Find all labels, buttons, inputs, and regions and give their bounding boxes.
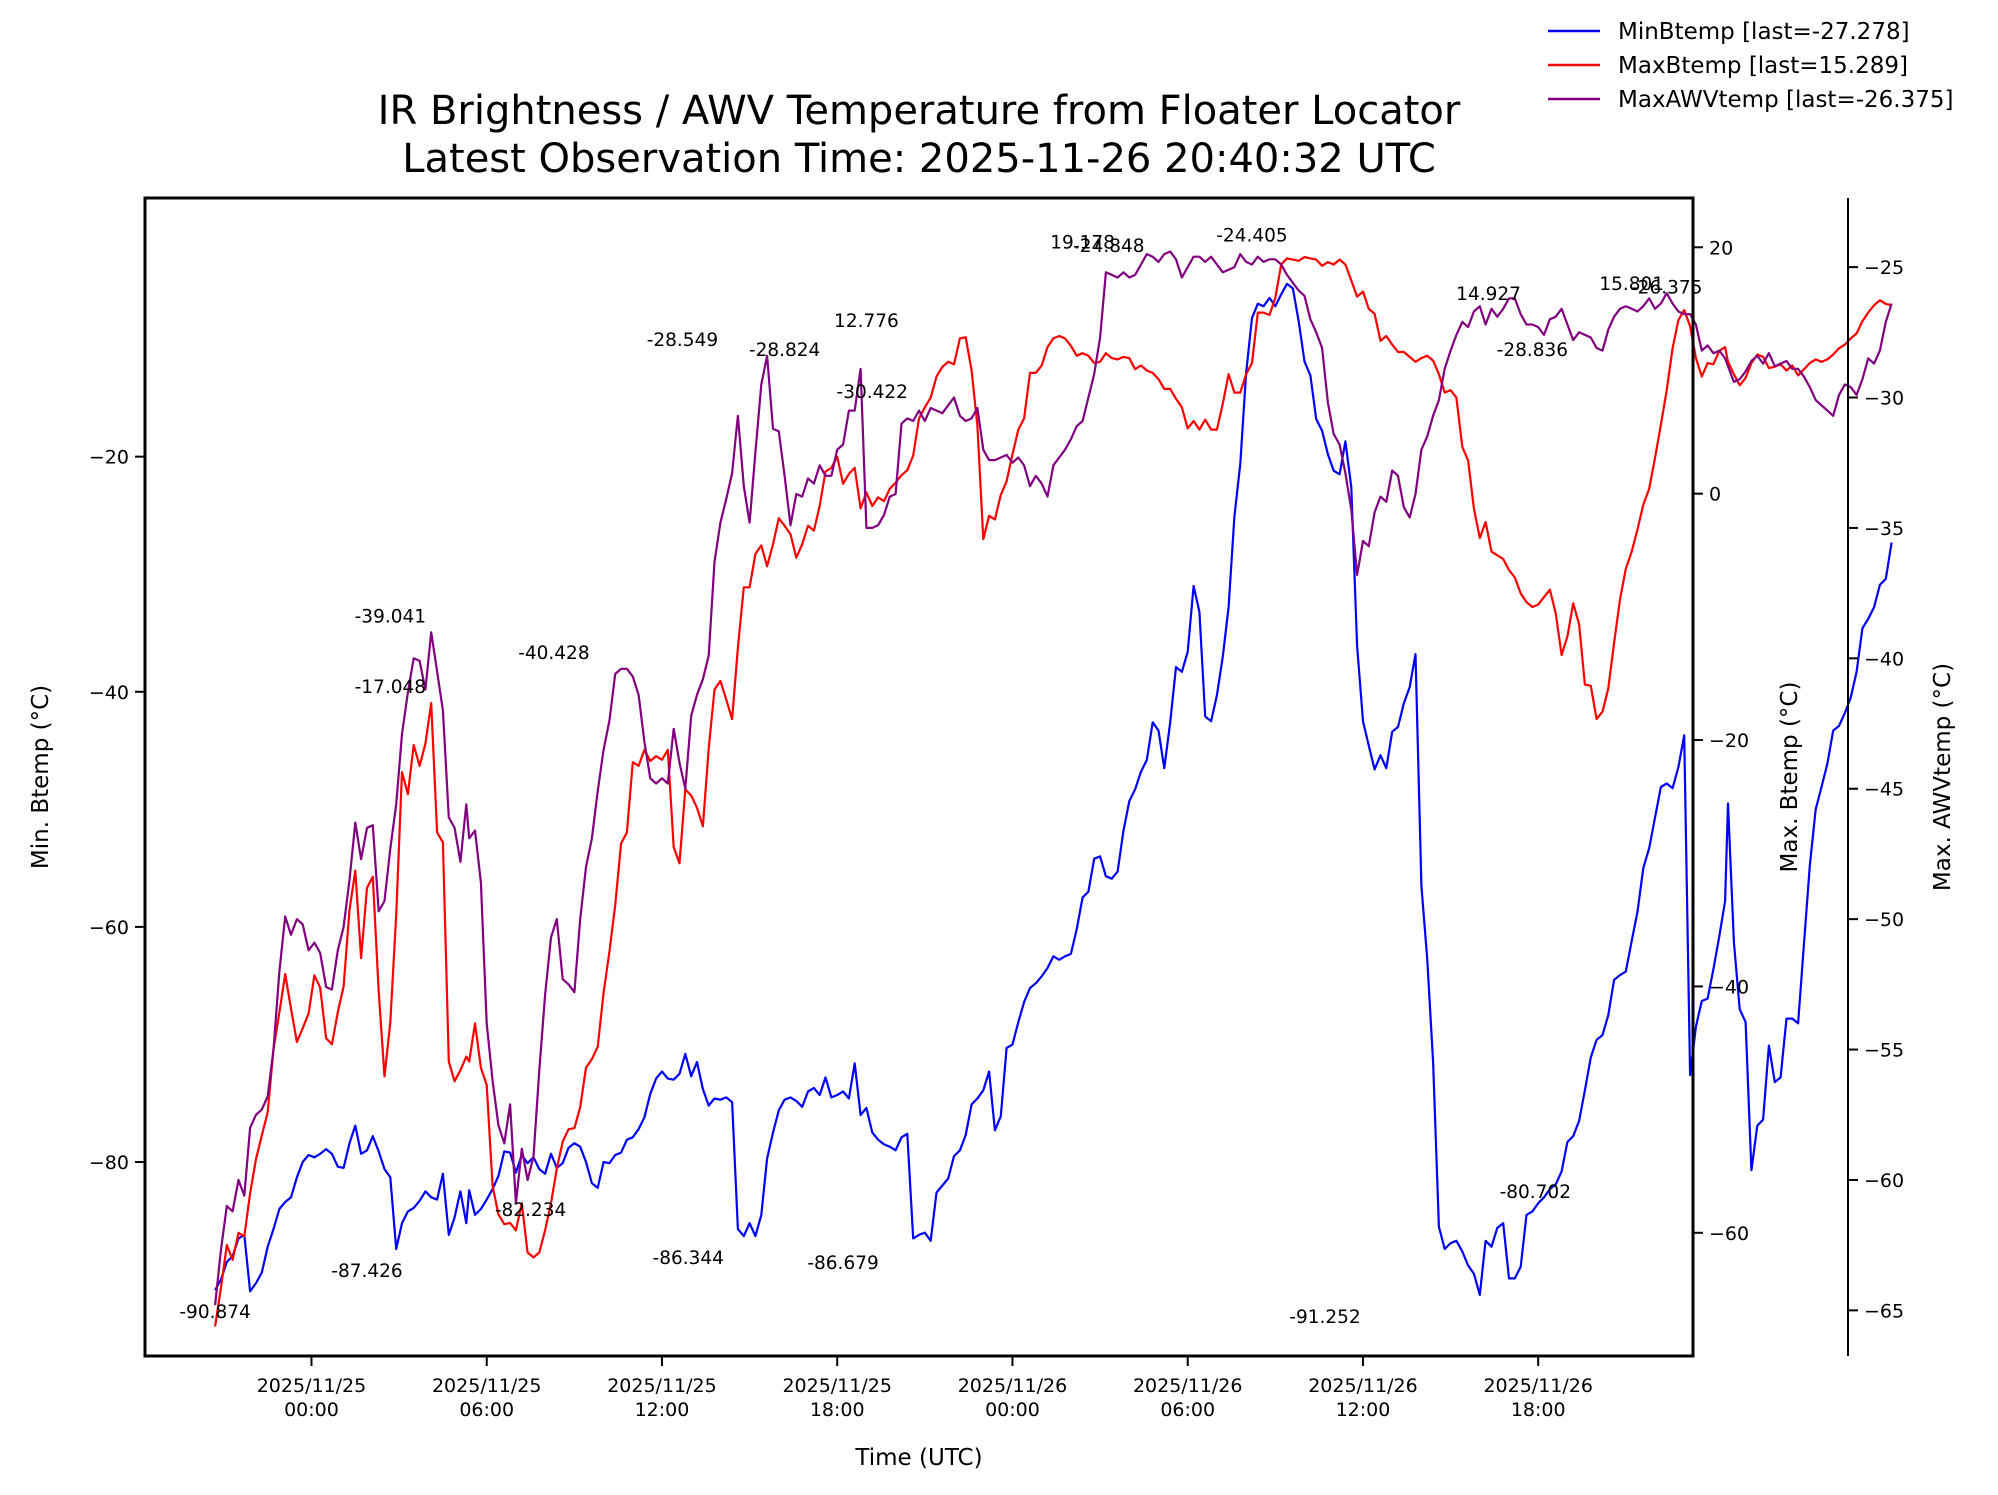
y-tick-label-right2: −45 <box>1864 779 1904 801</box>
x-tick-label-date: 2025/11/26 <box>958 1375 1068 1397</box>
data-label-minbtemp: -82.234 <box>495 1200 566 1221</box>
data-label-minbtemp: -91.252 <box>1289 1307 1360 1328</box>
x-axis-label: Time (UTC) <box>854 1445 982 1471</box>
y-tick-label-right2: −35 <box>1864 518 1904 540</box>
data-label-maxawvtemp: -30.422 <box>837 382 908 403</box>
data-label-maxbtemp: 12.776 <box>834 311 899 332</box>
y-tick-label-right1: 0 <box>1709 484 1721 506</box>
chart-title: IR Brightness / AWV Temperature from Flo… <box>378 88 1461 134</box>
x-tick-label-date: 2025/11/25 <box>257 1375 367 1397</box>
x-tick-label-date: 2025/11/25 <box>432 1375 542 1397</box>
y-tick-label-right2: −25 <box>1864 257 1904 279</box>
y-axis-label-right1: Max. Btemp (°C) <box>1777 682 1803 873</box>
chart-title-group: IR Brightness / AWV Temperature from Flo… <box>378 88 1461 182</box>
x-tick-label-time: 12:00 <box>1336 1399 1391 1421</box>
x-tick-label-date: 2025/11/25 <box>782 1375 892 1397</box>
data-label-maxawvtemp: -40.428 <box>518 643 589 664</box>
data-label-maxbtemp: -17.048 <box>355 677 426 698</box>
y-tick-label-left: −80 <box>89 1152 129 1174</box>
y-tick-label-right2: −65 <box>1864 1300 1904 1322</box>
x-tick-label-date: 2025/11/26 <box>1483 1375 1593 1397</box>
data-label-maxawvtemp: -24.848 <box>1073 236 1144 257</box>
y-tick-label-right2: −40 <box>1864 648 1904 670</box>
data-label-maxawvtemp: -24.405 <box>1216 225 1287 246</box>
data-label-minbtemp: -90.874 <box>179 1302 250 1323</box>
series-line-maxawvtemp <box>214 250 1893 1306</box>
y-tick-label-right2: −60 <box>1864 1170 1904 1192</box>
x-tick-label-date: 2025/11/25 <box>607 1375 717 1397</box>
series-lines <box>214 250 1893 1327</box>
x-axis: 2025/11/2500:002025/11/2506:002025/11/25… <box>257 1356 1593 1421</box>
x-tick-label-time: 18:00 <box>1511 1399 1566 1421</box>
x-tick-label-date: 2025/11/26 <box>1133 1375 1243 1397</box>
y-tick-label-right2: −50 <box>1864 909 1904 931</box>
y-tick-label-right1: −20 <box>1709 730 1749 752</box>
legend-label-maxbtemp: MaxBtemp [last=15.289] <box>1618 53 1908 79</box>
data-label-maxbtemp: 14.927 <box>1456 284 1521 305</box>
y-axis-label-left: Min. Btemp (°C) <box>28 685 54 869</box>
x-tick-label-time: 06:00 <box>459 1399 514 1421</box>
x-tick-label-time: 00:00 <box>284 1399 339 1421</box>
legend: MinBtemp [last=-27.278] MaxBtemp [last=15… <box>1548 19 1953 113</box>
plot-frame <box>143 196 1695 1358</box>
y-tick-label-right1: −60 <box>1709 1223 1749 1245</box>
y-axis-label-right2: Max. AWVtemp (°C) <box>1930 663 1956 891</box>
legend-label-maxawvtemp: MaxAWVtemp [last=-26.375] <box>1618 87 1953 113</box>
data-label-maxawvtemp: -39.041 <box>355 606 426 627</box>
y-tick-label-left: −60 <box>89 917 129 939</box>
x-tick-label-time: 06:00 <box>1160 1399 1215 1421</box>
y-tick-label-left: −20 <box>89 447 129 469</box>
data-label-maxawvtemp: -26.375 <box>1631 278 1702 299</box>
data-label-minbtemp: -87.426 <box>331 1261 402 1282</box>
data-label-maxbtemp: 15.801 <box>1599 274 1664 295</box>
data-label-maxawvtemp: -28.836 <box>1497 340 1568 361</box>
chart-subtitle: Latest Observation Time: 2025-11-26 20:4… <box>402 136 1436 182</box>
data-label-minbtemp: -80.702 <box>1500 1182 1571 1203</box>
x-tick-label-time: 12:00 <box>635 1399 690 1421</box>
data-label-maxbtemp: 19.178 <box>1050 232 1115 253</box>
y-axes: −80 −60 −40 −20 Min. Btemp (°C) −60 −40 −20 0 20 M… <box>28 198 1956 1356</box>
y-tick-label-right1: −40 <box>1709 976 1749 998</box>
y-tick-label-right2: −55 <box>1864 1040 1904 1062</box>
data-label-maxawvtemp: -28.824 <box>749 340 820 361</box>
y-tick-label-right1: 20 <box>1709 237 1733 259</box>
data-label-minbtemp: -86.344 <box>653 1248 724 1269</box>
data-label-minbtemp: -86.679 <box>807 1253 878 1274</box>
series-line-maxbtemp <box>214 256 1892 1327</box>
annotations: -90.874 -87.426 -82.234 -86.344 -86.679 -91.2… <box>179 225 1702 1327</box>
y-tick-label-left: −40 <box>89 682 129 704</box>
x-tick-label-date: 2025/11/26 <box>1308 1375 1418 1397</box>
data-label-maxawvtemp: -28.549 <box>647 330 718 351</box>
y-tick-label-right2: −30 <box>1864 388 1904 410</box>
x-tick-label-time: 00:00 <box>985 1399 1040 1421</box>
legend-label-minbtemp: MinBtemp [last=-27.278] <box>1618 19 1910 45</box>
x-tick-label-time: 18:00 <box>810 1399 865 1421</box>
